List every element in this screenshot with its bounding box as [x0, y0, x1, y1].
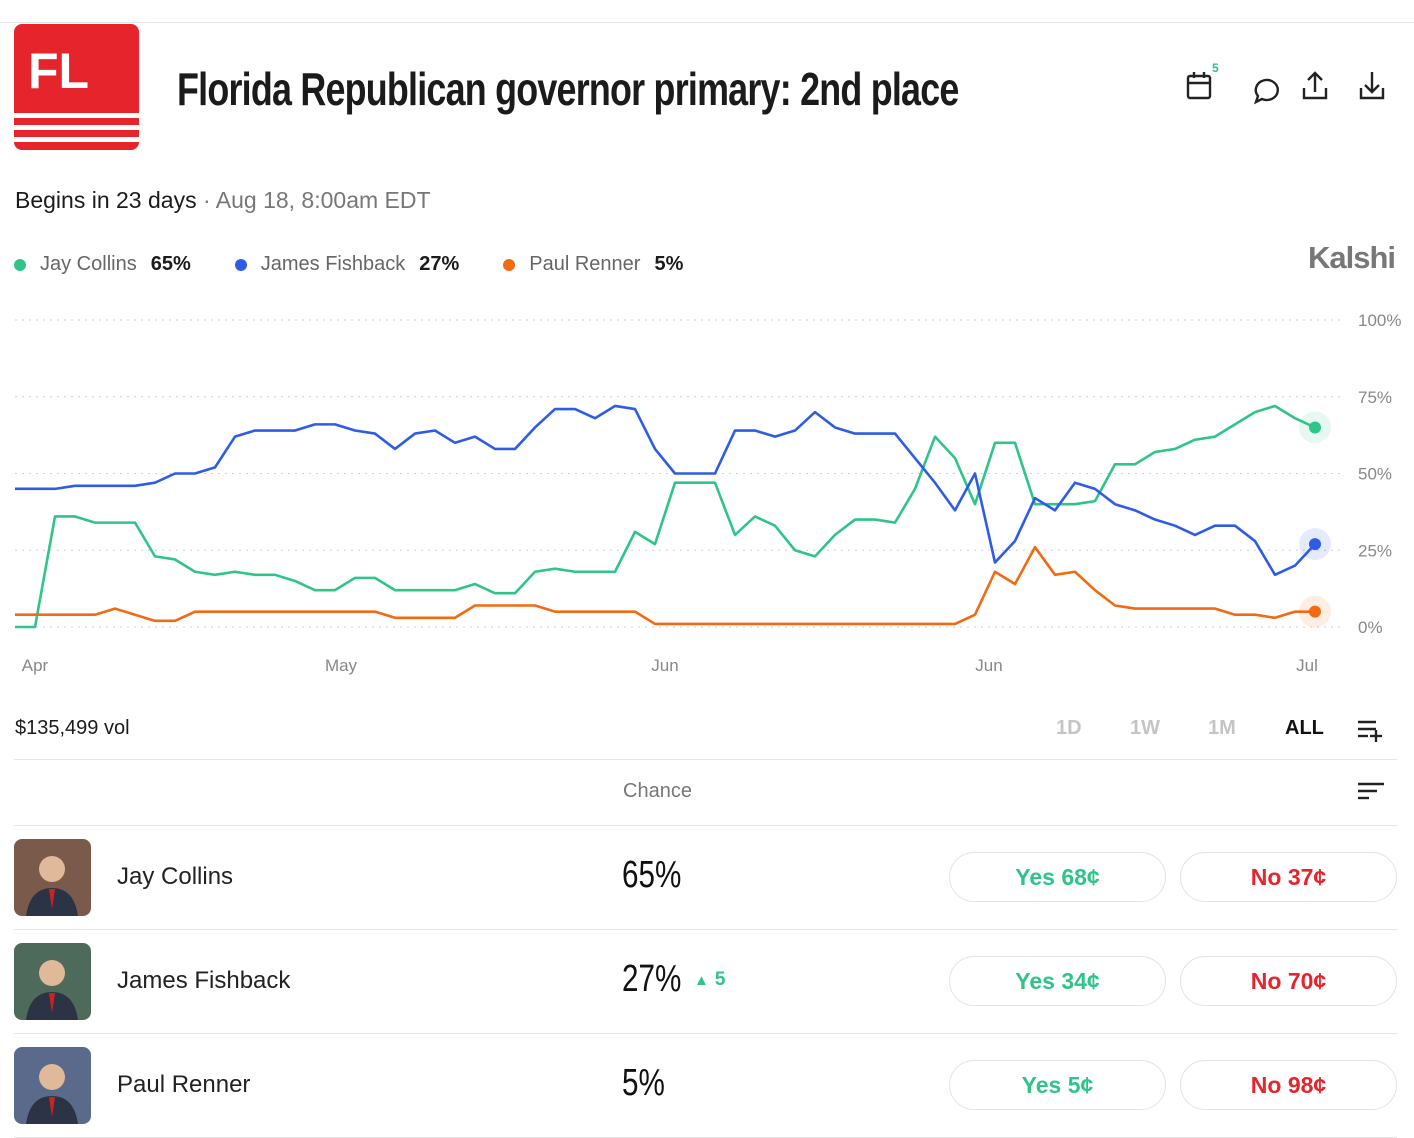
range-tab[interactable]: 1D: [1056, 717, 1082, 739]
download-icon[interactable]: [1359, 72, 1385, 100]
x-tick-label: Apr: [22, 656, 49, 675]
series-line: [15, 404, 1316, 629]
range-tab[interactable]: 1M: [1208, 717, 1236, 739]
chance: 65%: [622, 854, 682, 896]
row-divider: [14, 1033, 1397, 1034]
avatar-figure: [26, 856, 78, 916]
end-point: [1309, 538, 1321, 551]
yes-button[interactable]: Yes 5¢: [949, 1060, 1166, 1110]
chance-wrap: 5%: [622, 1062, 677, 1105]
avatar-figure: [26, 1064, 78, 1124]
add-chart-icon[interactable]: [1356, 718, 1386, 744]
candidate-name: Jay Collins: [117, 863, 234, 890]
avatar-figure: [26, 960, 78, 1020]
y-tick-label: 100%: [1358, 311, 1401, 330]
legend-value: 27%: [419, 253, 460, 275]
logo-text: FL: [28, 43, 89, 99]
y-tick-label: 50%: [1358, 465, 1392, 484]
share-icon[interactable]: [1302, 71, 1328, 100]
avatar: [14, 943, 91, 1020]
brand: Kalshi: [1308, 240, 1396, 275]
no-button[interactable]: No 98¢: [1180, 1060, 1397, 1110]
comment-icon[interactable]: [1253, 78, 1279, 105]
legend-value: 5%: [654, 253, 684, 275]
legend-item: James Fishback 27%: [234, 253, 460, 276]
legend-name: Paul Renner: [529, 253, 641, 275]
volume: $135,499 vol: [15, 717, 130, 739]
candidate-name: James Fishback: [117, 967, 291, 994]
chance-wrap: 27%: [622, 958, 698, 1001]
sort-icon[interactable]: [1357, 782, 1385, 802]
yes-button[interactable]: Yes 68¢: [949, 852, 1166, 902]
toolbar: 5: [1186, 62, 1385, 105]
candidate-name: Paul Renner: [117, 1071, 251, 1098]
y-tick-label: 25%: [1358, 541, 1392, 560]
y-tick-label: 75%: [1358, 388, 1392, 407]
avatar: [14, 1047, 91, 1124]
legend-name: Jay Collins: [40, 253, 137, 275]
no-button[interactable]: No 37¢: [1180, 852, 1397, 902]
range-tab[interactable]: 1W: [1130, 717, 1160, 739]
chance-wrap: 65%: [622, 854, 698, 897]
top-border: [0, 22, 1414, 23]
up-arrow: ▲: [694, 972, 709, 989]
chance: 27%: [622, 958, 682, 1000]
legend: Jay Collins 65% James Fishback 27% Paul Renn…: [14, 253, 683, 276]
legend-dot: [234, 258, 247, 271]
avatar: [14, 839, 91, 916]
x-tick-label: Jul: [1296, 656, 1318, 675]
series-line: [15, 545, 1315, 626]
end-point: [1309, 421, 1321, 434]
x-tick-label: Jun: [975, 656, 1002, 675]
calendar-icon[interactable]: [1186, 72, 1212, 100]
legend-item: Paul Renner 5%: [503, 253, 683, 276]
x-tick-label: Jun: [651, 656, 678, 675]
divider: [14, 825, 1397, 826]
table-header: Chance: [623, 780, 692, 802]
legend-dot: [503, 258, 516, 271]
chart: 0% 25% 50% 75% 100% Apr May Jun Jun Jul: [15, 311, 1401, 675]
yes-button[interactable]: Yes 34¢: [949, 956, 1166, 1006]
divider: [14, 759, 1397, 760]
begins: Begins in 23 days: [15, 187, 197, 213]
legend-name: James Fishback: [260, 253, 406, 275]
badge: 5: [1212, 62, 1219, 75]
title: Florida Republican governor primary: 2nd…: [177, 63, 959, 115]
legend-dot: [14, 258, 26, 271]
chance: 5%: [622, 1062, 665, 1104]
logo: FL: [14, 24, 139, 150]
y-tick-label: 0%: [1358, 618, 1383, 637]
legend-item: Jay Collins 65%: [14, 253, 191, 276]
change-value: 5: [714, 969, 726, 990]
series-line: [15, 404, 1316, 577]
change: ▲ 5: [694, 969, 725, 991]
end-point: [1309, 605, 1321, 618]
no-button[interactable]: No 70¢: [1180, 956, 1397, 1006]
x-tick-label: May: [325, 656, 358, 675]
date: · Aug 18, 8:00am EDT: [202, 187, 431, 213]
legend-value: 65%: [150, 253, 191, 275]
row-divider: [14, 929, 1397, 930]
range-tab[interactable]: ALL: [1285, 717, 1324, 739]
